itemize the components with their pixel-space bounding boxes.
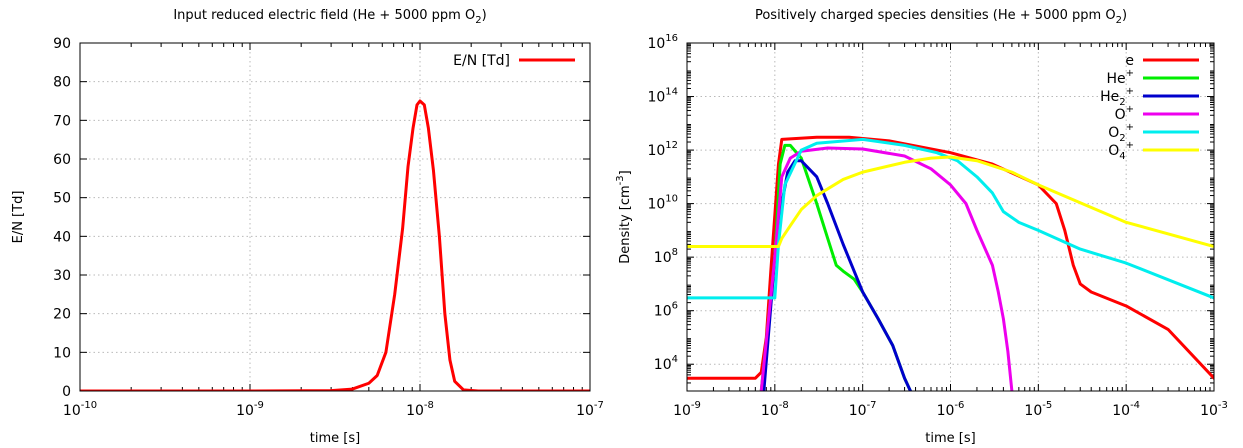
- y-tick-label: 20: [53, 307, 71, 323]
- y-tick-label: 70: [53, 113, 71, 129]
- legend-label: He2+: [1100, 86, 1134, 108]
- x-tick-label: 10-8: [761, 400, 789, 419]
- x-tick-label: 10-7: [576, 400, 604, 419]
- y-tick-label: 80: [53, 75, 71, 91]
- y-tick-label: 106: [654, 301, 678, 320]
- plot-frame: [686, 42, 1215, 392]
- series-group: [687, 135, 1214, 391]
- y-tick-label: 50: [53, 191, 71, 207]
- y-tick-label: 1010: [647, 194, 678, 213]
- y-tick-label: 104: [654, 354, 678, 373]
- x-axis-label: time [s]: [925, 431, 975, 446]
- x-tick-label: 10-7: [849, 400, 877, 419]
- legend: E/N [Td]: [453, 53, 575, 69]
- y-tick-label: 10: [53, 345, 71, 361]
- y-tick-label: 1016: [647, 33, 678, 52]
- legend-label: E/N [Td]: [453, 53, 510, 69]
- legend-label: e: [1125, 53, 1134, 69]
- chart-1: 10-10 10-9 10-8 10-7 0 10 20 30 40 50 60 70 80 90 E/N …: [11, 8, 604, 446]
- ticks: [79, 42, 591, 392]
- x-tick-label: 10-8: [406, 400, 434, 419]
- tick-labels: 10-9 10-8 10-7 10-6 10-5 10-4 10-3 104 106 108 101…: [647, 33, 1227, 419]
- y-tick-label: 0: [62, 384, 71, 400]
- y-tick-label: 108: [654, 247, 678, 266]
- legend-label: O2+: [1108, 122, 1134, 144]
- series-line-he2plus: [762, 159, 912, 391]
- y-tick-label: 1014: [647, 87, 678, 106]
- series-line-e/n [td]: [80, 99, 590, 391]
- x-tick-label: 10-3: [1200, 400, 1228, 419]
- x-axis-label: time [s]: [310, 431, 360, 446]
- x-tick-label: 10-6: [937, 400, 965, 419]
- chart-title: Positively charged species densities (He…: [755, 8, 1127, 26]
- legend-label: He+: [1106, 68, 1134, 87]
- y-tick-label: 40: [53, 229, 71, 245]
- y-tick-label: 60: [53, 152, 71, 168]
- chart-2: 10-9 10-8 10-7 10-6 10-5 10-4 10-3 104 106 108 101…: [615, 8, 1228, 446]
- series-line-oplus: [759, 146, 1014, 391]
- series-line-o4plus: [687, 155, 1214, 248]
- legend: eHe+He2+O+O2+O4+: [1100, 53, 1199, 162]
- y-axis-label: Density [cm-3]: [615, 170, 633, 264]
- y-tick-label: 90: [53, 36, 71, 52]
- x-tick-label: 10-9: [673, 400, 701, 419]
- grid: [80, 43, 590, 391]
- plot-frame: [79, 42, 591, 392]
- x-tick-label: 10-4: [1112, 400, 1140, 419]
- legend-label: O4+: [1108, 140, 1134, 162]
- x-tick-label: 10-5: [1024, 400, 1052, 419]
- legend-label: O+: [1115, 104, 1134, 123]
- series-group: [80, 99, 590, 391]
- tick-labels: 10-10 10-9 10-8 10-7 0 10 20 30 40 50 60 70 80 90: [53, 36, 604, 419]
- ticks: [686, 42, 1215, 391]
- y-axis-label: E/N [Td]: [11, 191, 26, 244]
- y-tick-label: 1012: [647, 140, 678, 159]
- x-tick-label: 10-10: [63, 400, 97, 419]
- chart-title: Input reduced electric field (He + 5000 …: [173, 8, 486, 26]
- x-tick-label: 10-9: [236, 400, 264, 419]
- y-tick-label: 30: [53, 268, 71, 284]
